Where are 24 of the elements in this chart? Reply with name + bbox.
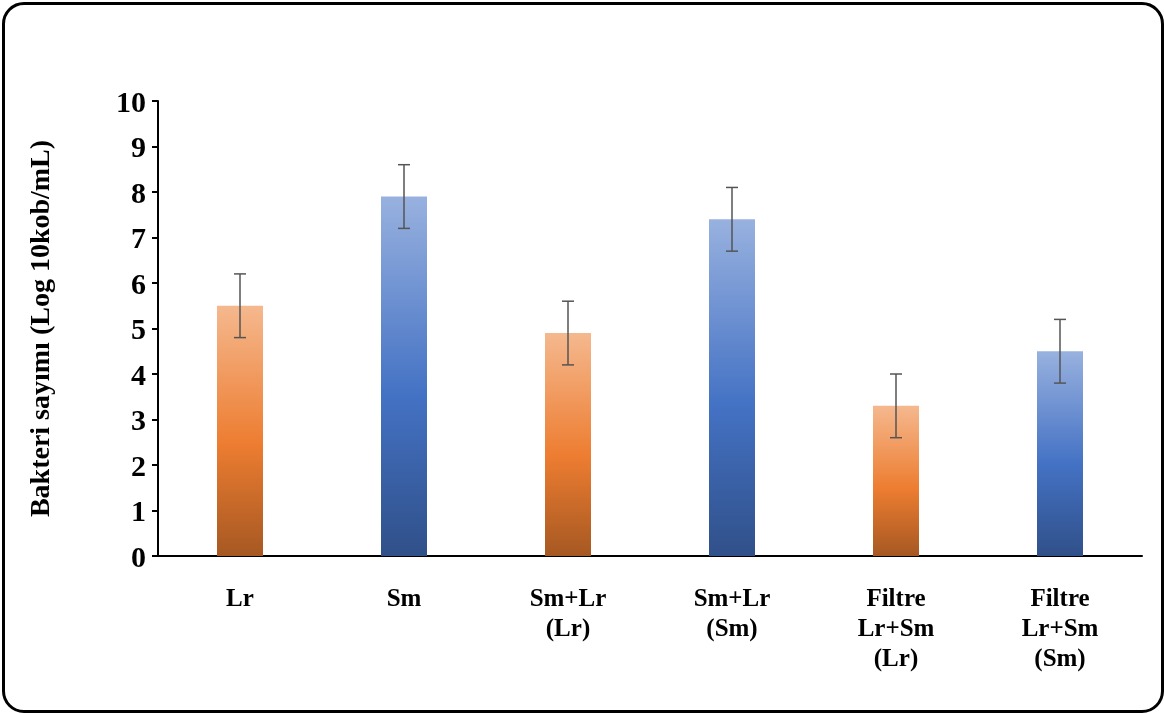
y-tick-label: 10 <box>116 84 146 118</box>
bar <box>873 405 919 556</box>
x-tick-label: Sm+Lr (Lr) <box>529 583 607 642</box>
x-tick-label: Filtre Lr+Sm (Sm) <box>1021 583 1099 672</box>
y-axis-title: Bakteri sayımı (Log 10kob/mL) <box>23 139 55 518</box>
x-tick-label: Sm <box>386 583 422 611</box>
y-tick-label: 7 <box>131 221 146 254</box>
y-tick-label: 6 <box>131 266 146 300</box>
y-tick-label: 0 <box>131 539 146 573</box>
bar <box>381 196 427 556</box>
bar <box>217 305 263 556</box>
y-tick-label: 4 <box>131 357 146 391</box>
bar <box>709 219 755 556</box>
y-tick-label: 8 <box>131 175 146 209</box>
x-tick-label: Filtre Lr+Sm (Lr) <box>857 583 935 672</box>
y-tick-label: 9 <box>131 130 146 163</box>
y-tick-label: 5 <box>131 312 146 345</box>
x-tick-label: Lr <box>226 583 254 611</box>
y-tick-label: 3 <box>131 403 146 436</box>
y-tick-label: 2 <box>131 448 146 482</box>
x-tick-label: Sm+Lr (Sm) <box>693 583 771 642</box>
y-tick-label: 1 <box>131 494 146 527</box>
bar <box>1037 351 1083 556</box>
bar <box>545 333 591 556</box>
